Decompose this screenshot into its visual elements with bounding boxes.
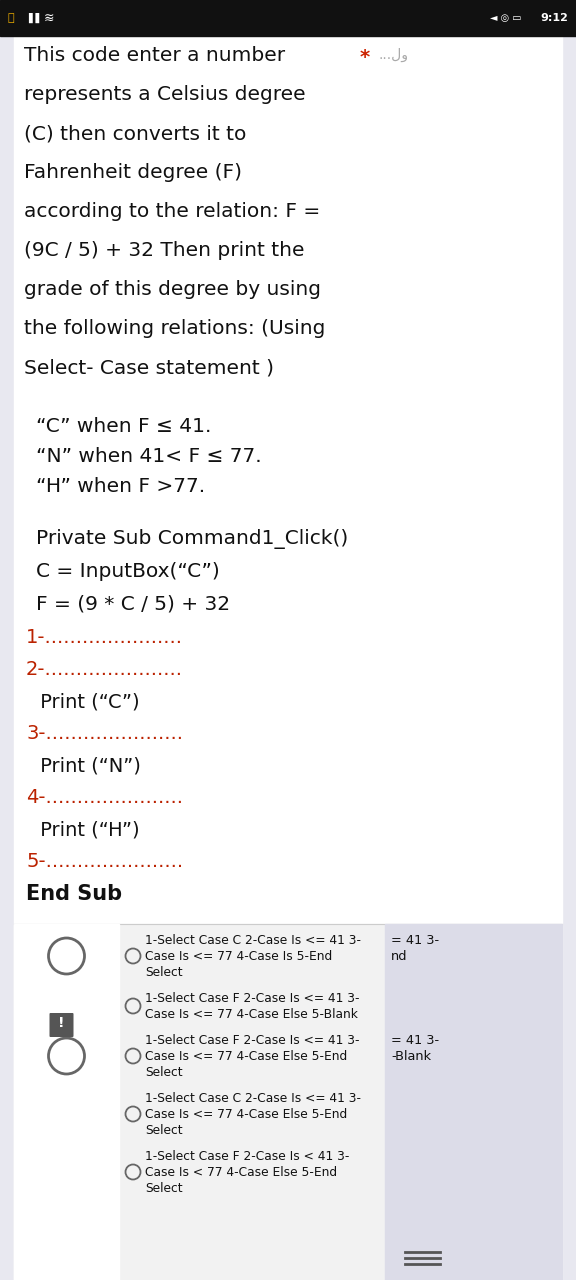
Text: End Sub: End Sub — [26, 884, 122, 904]
Text: “N” when 41< F ≤ 77.: “N” when 41< F ≤ 77. — [36, 447, 262, 466]
Bar — [14, 924, 562, 1280]
FancyBboxPatch shape — [50, 1012, 74, 1037]
Text: ⬛: ⬛ — [8, 13, 14, 23]
Text: 1-Select Case F 2-Case Is <= 41 3-: 1-Select Case F 2-Case Is <= 41 3- — [145, 1034, 359, 1047]
Text: Print (“N”): Print (“N”) — [34, 756, 141, 774]
Text: nd: nd — [391, 950, 407, 963]
Text: represents a Celsius degree: represents a Celsius degree — [24, 84, 306, 104]
Text: 1-Select Case F 2-Case Is < 41 3-: 1-Select Case F 2-Case Is < 41 3- — [145, 1149, 350, 1164]
Text: C = InputBox(“C”): C = InputBox(“C”) — [36, 562, 220, 581]
Text: 3-......................: 3-...................... — [26, 724, 183, 742]
Text: !: ! — [58, 1016, 65, 1030]
Text: Case Is <= 77 4-Case Else 5-End: Case Is <= 77 4-Case Else 5-End — [145, 1050, 347, 1062]
Text: ▌▌: ▌▌ — [28, 13, 43, 23]
Text: “H” when F >77.: “H” when F >77. — [36, 477, 205, 495]
Bar — [0, 0, 576, 36]
Text: Select: Select — [145, 1181, 183, 1196]
Bar — [14, 924, 119, 1280]
Text: This code enter a number: This code enter a number — [24, 46, 285, 65]
Text: ≋: ≋ — [44, 12, 55, 24]
Text: Case Is < 77 4-Case Else 5-End: Case Is < 77 4-Case Else 5-End — [145, 1166, 337, 1179]
Text: Select: Select — [145, 1124, 183, 1137]
Text: 2-......................: 2-...................... — [26, 660, 183, 678]
Text: according to the relation: F =: according to the relation: F = — [24, 202, 320, 221]
Text: -Blank: -Blank — [391, 1050, 431, 1062]
Text: the following relations: (Using: the following relations: (Using — [24, 319, 325, 338]
Text: 1-Select Case C 2-Case Is <= 41 3-: 1-Select Case C 2-Case Is <= 41 3- — [145, 1092, 361, 1105]
Bar — [0, 36, 14, 1280]
Text: Fahrenheit degree (F): Fahrenheit degree (F) — [24, 163, 242, 182]
Text: 9:12: 9:12 — [540, 13, 568, 23]
Text: Case Is <= 77 4-Case Else 5-End: Case Is <= 77 4-Case Else 5-End — [145, 1108, 347, 1121]
Text: 4-......................: 4-...................... — [26, 788, 183, 806]
Text: 1-......................: 1-...................... — [26, 628, 183, 646]
Bar — [385, 924, 562, 1280]
Text: grade of this degree by using: grade of this degree by using — [24, 280, 321, 300]
Text: Select- Case statement ): Select- Case statement ) — [24, 358, 274, 378]
Text: = 41 3-: = 41 3- — [391, 1034, 439, 1047]
Text: Print (“C”): Print (“C”) — [34, 692, 139, 710]
Text: F = (9 * C / 5) + 32: F = (9 * C / 5) + 32 — [36, 595, 230, 614]
Text: Select: Select — [145, 966, 183, 979]
Text: Print (“H”): Print (“H”) — [34, 820, 139, 838]
Text: Case Is <= 77 4-Case Is 5-End: Case Is <= 77 4-Case Is 5-End — [145, 950, 332, 963]
Text: Private Sub Command1_Click(): Private Sub Command1_Click() — [36, 529, 348, 549]
Text: “C” when F ≤ 41.: “C” when F ≤ 41. — [36, 417, 211, 436]
Text: 5-......................: 5-...................... — [26, 852, 183, 870]
Text: = 41 3-: = 41 3- — [391, 934, 439, 947]
Text: 1-Select Case C 2-Case Is <= 41 3-: 1-Select Case C 2-Case Is <= 41 3- — [145, 934, 361, 947]
Text: 1-Select Case F 2-Case Is <= 41 3-: 1-Select Case F 2-Case Is <= 41 3- — [145, 992, 359, 1005]
Text: *: * — [360, 47, 370, 67]
Text: (C) then converts it to: (C) then converts it to — [24, 124, 247, 143]
Text: Select: Select — [145, 1066, 183, 1079]
Bar — [562, 36, 576, 1280]
Text: (9C / 5) + 32 Then print the: (9C / 5) + 32 Then print the — [24, 241, 305, 260]
Text: Case Is <= 77 4-Case Else 5-Blank: Case Is <= 77 4-Case Else 5-Blank — [145, 1009, 358, 1021]
Text: ...لو: ...لو — [378, 47, 408, 63]
Text: ◄ ◎ ▭: ◄ ◎ ▭ — [490, 13, 521, 23]
